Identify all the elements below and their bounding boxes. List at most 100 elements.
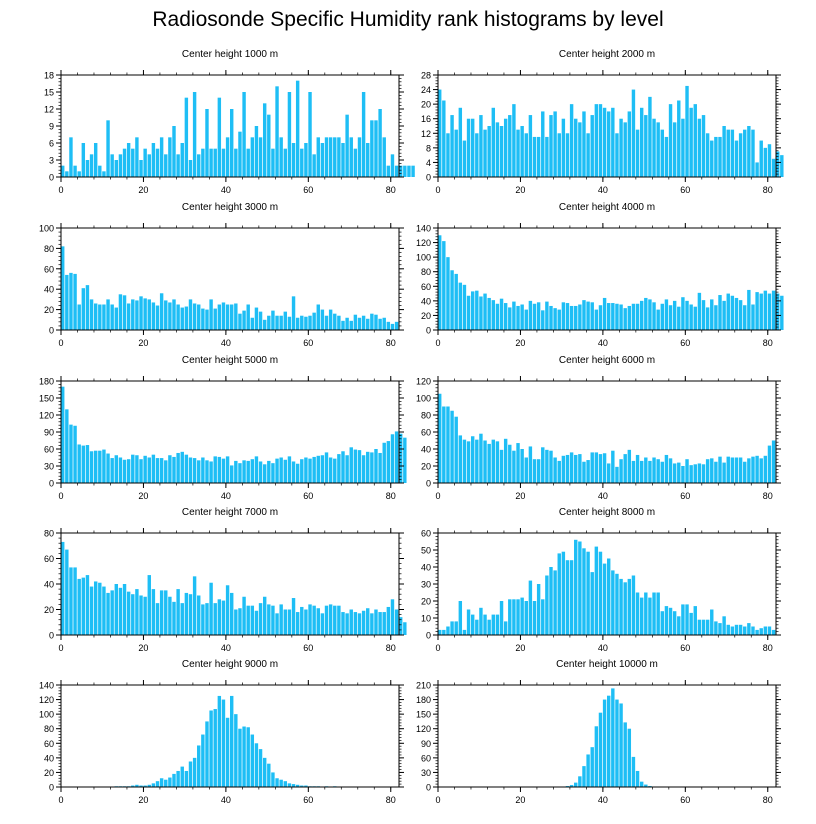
panel-8-bar bbox=[541, 599, 545, 635]
panel-3-bar bbox=[242, 310, 246, 330]
panel-2-bar bbox=[466, 118, 471, 177]
panel-6-bar bbox=[541, 447, 545, 483]
panel-2-bar bbox=[701, 115, 706, 177]
panel-8-ytick-label: 0 bbox=[426, 631, 431, 641]
panel-2-bar bbox=[780, 155, 784, 177]
panel-2-bar bbox=[553, 111, 557, 177]
panel-2-bar bbox=[771, 158, 776, 177]
panel-2-bar bbox=[615, 133, 619, 177]
panel-9-bar bbox=[209, 710, 213, 787]
panel-4-ytick-label: 80 bbox=[421, 267, 431, 277]
panel-6-bar bbox=[454, 416, 458, 483]
panel-6-bar bbox=[763, 455, 768, 483]
panel-2-bar bbox=[726, 129, 730, 177]
panel-6-bar bbox=[660, 461, 665, 483]
panel-5-ytick-label: 30 bbox=[44, 462, 54, 472]
panel-4-bar bbox=[545, 301, 549, 330]
panel-8-ytick-label: 30 bbox=[421, 580, 431, 590]
panel-2-bar bbox=[644, 115, 648, 177]
panel-7-xtick-label: 20 bbox=[138, 643, 148, 653]
panel-4-bar bbox=[701, 300, 706, 330]
panel-8-bar bbox=[652, 592, 656, 635]
panel-3-bar bbox=[308, 315, 312, 330]
panel-8-bar bbox=[656, 592, 660, 635]
panel-6-bar bbox=[685, 459, 689, 483]
panel-10-bar bbox=[615, 699, 619, 787]
panel-7-bar bbox=[184, 592, 189, 635]
panel-1-bar bbox=[262, 103, 267, 177]
panel-2-bar bbox=[648, 96, 652, 177]
panel-2-bar bbox=[664, 136, 669, 177]
panel-6-xtick-label: 20 bbox=[515, 491, 525, 501]
panel-3-frame bbox=[60, 227, 400, 331]
panel-9-bar bbox=[159, 778, 164, 787]
panel-8-bar bbox=[528, 580, 533, 635]
panel-2-bar bbox=[656, 122, 660, 177]
panel-6-bar bbox=[574, 454, 578, 483]
panel-3-bar bbox=[197, 304, 201, 330]
panel-2-ytick-label: 16 bbox=[421, 114, 431, 124]
panel-7-title: Center height 7000 m bbox=[182, 507, 278, 518]
panel-8-bar bbox=[586, 551, 590, 635]
panel-9-ytick-label: 60 bbox=[44, 739, 54, 749]
panel-1-bar bbox=[85, 160, 90, 177]
panel-5-bar bbox=[230, 465, 234, 483]
panel-1-bar bbox=[159, 137, 164, 177]
panel-8-bar bbox=[565, 560, 570, 635]
panel-5-bar bbox=[399, 433, 403, 483]
panel-10-ytick-label: 60 bbox=[421, 753, 431, 763]
panel-3-bar bbox=[324, 315, 329, 330]
panel-3-bar bbox=[155, 305, 160, 330]
panel-3-xtick-label: 80 bbox=[386, 338, 396, 348]
panel-5-bar bbox=[155, 458, 160, 483]
panel-7-bar bbox=[230, 592, 234, 635]
panel-8-bar bbox=[462, 629, 467, 635]
panel-1-bar bbox=[320, 143, 325, 177]
panel-1-bar bbox=[217, 97, 222, 177]
panel-7-bar bbox=[73, 567, 77, 635]
panel-5-bar bbox=[328, 457, 333, 483]
panel-5-bar bbox=[357, 450, 362, 483]
panel-1-bar bbox=[147, 154, 151, 177]
panel-7-bar bbox=[65, 549, 69, 635]
panel-8-bar bbox=[479, 607, 483, 635]
panel-3-bar bbox=[230, 304, 234, 330]
panel-4-bar bbox=[446, 257, 450, 330]
panel-4-ytick-label: 100 bbox=[416, 253, 431, 263]
panel-7-bar bbox=[110, 590, 114, 636]
panel-10-bar bbox=[586, 754, 590, 787]
panel-2-bar bbox=[763, 147, 768, 177]
panel-9-bar bbox=[205, 721, 209, 787]
panel-1-bar bbox=[407, 165, 411, 177]
panel-2-bar bbox=[619, 118, 623, 177]
panel-9-bar bbox=[295, 784, 300, 787]
panel-7-bar bbox=[353, 612, 358, 635]
panel-1-ytick-label: 3 bbox=[49, 156, 54, 166]
panel-3-bar bbox=[106, 299, 110, 330]
panel-4-bar bbox=[466, 295, 471, 330]
panel-5-bar bbox=[164, 460, 168, 483]
panel-3-bar bbox=[147, 299, 151, 330]
panel-5-ytick-label: 120 bbox=[39, 411, 54, 421]
panel-10-xtick-label: 0 bbox=[435, 795, 440, 805]
panel-8-bar bbox=[549, 567, 553, 635]
panel-1-bar bbox=[126, 143, 131, 177]
panel-7-bar bbox=[205, 603, 209, 636]
panel-1-bar bbox=[69, 137, 73, 177]
panel-1-bar bbox=[366, 143, 370, 177]
panel-2-bar bbox=[545, 136, 549, 177]
panel-6-bar bbox=[561, 455, 566, 483]
panel-7-bar bbox=[382, 612, 386, 635]
panel-9-bar bbox=[184, 770, 189, 787]
panel-9-ytick-label: 120 bbox=[39, 695, 54, 705]
panel-2-ytick-label: 0 bbox=[426, 173, 431, 183]
panel-3-bar bbox=[378, 318, 382, 330]
panel-3-bar bbox=[300, 315, 304, 330]
panel-3-bar bbox=[361, 315, 366, 330]
panel-6-bar bbox=[590, 452, 594, 483]
panel-4-bar bbox=[491, 300, 496, 330]
panel-6-bar bbox=[516, 443, 520, 483]
panel-9-ytick-label: 20 bbox=[44, 768, 54, 778]
panel-2-bar bbox=[767, 144, 772, 177]
panel-6-bar bbox=[565, 454, 570, 483]
